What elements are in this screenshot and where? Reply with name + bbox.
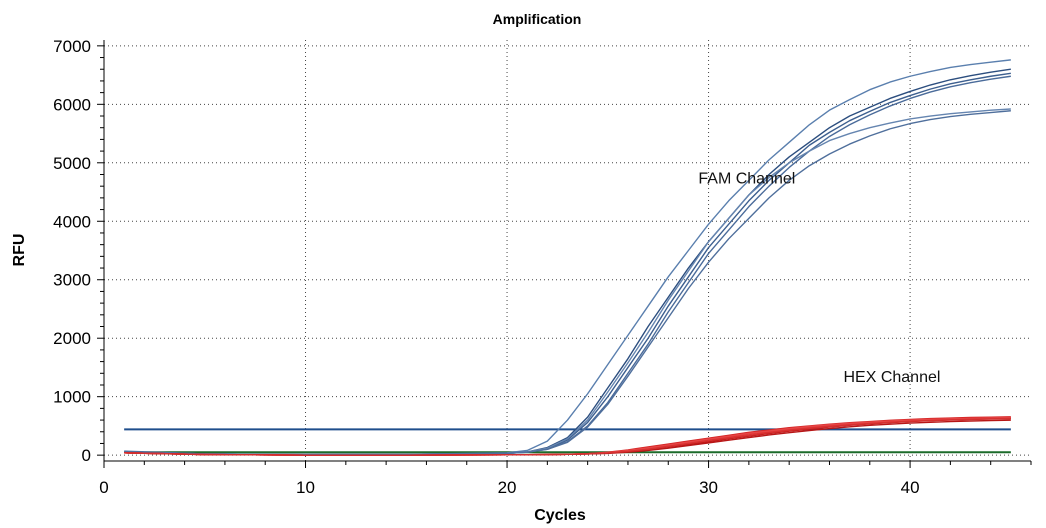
y-tick-label: 0 — [82, 446, 91, 465]
y-tick-label: 5000 — [53, 154, 91, 173]
x-tick-label: 10 — [296, 478, 315, 497]
y-tick-label: 1000 — [53, 388, 91, 407]
series-lines — [124, 59, 1011, 456]
y-tick-label: 7000 — [53, 37, 91, 56]
series-line — [124, 59, 1011, 456]
series-line — [124, 417, 1011, 456]
y-tick-label: 6000 — [53, 95, 91, 114]
y-axis-title: RFU — [11, 234, 28, 267]
x-tick-label: 20 — [498, 478, 517, 497]
x-tick-label: 0 — [99, 478, 108, 497]
channel-annotation: HEX Channel — [843, 369, 940, 386]
y-tick-label: 3000 — [53, 271, 91, 290]
x-tick-label: 30 — [699, 478, 718, 497]
y-tick-label: 2000 — [53, 329, 91, 348]
annotations: FAM Channel HEX Channel — [698, 170, 940, 386]
x-axis-title: Cycles — [534, 507, 586, 524]
channel-annotation: FAM Channel — [698, 170, 795, 187]
threshold-lines — [124, 428, 1011, 454]
series-line — [124, 110, 1011, 456]
y-tick-label: 4000 — [53, 212, 91, 231]
x-tick-label: 40 — [901, 478, 920, 497]
chart-title: Amplification — [493, 11, 582, 27]
tick-labels: 0 10 20 30 40 0 1000 2000 3000 4000 5000 6000 7000 — [53, 37, 919, 497]
axes — [97, 40, 1032, 468]
